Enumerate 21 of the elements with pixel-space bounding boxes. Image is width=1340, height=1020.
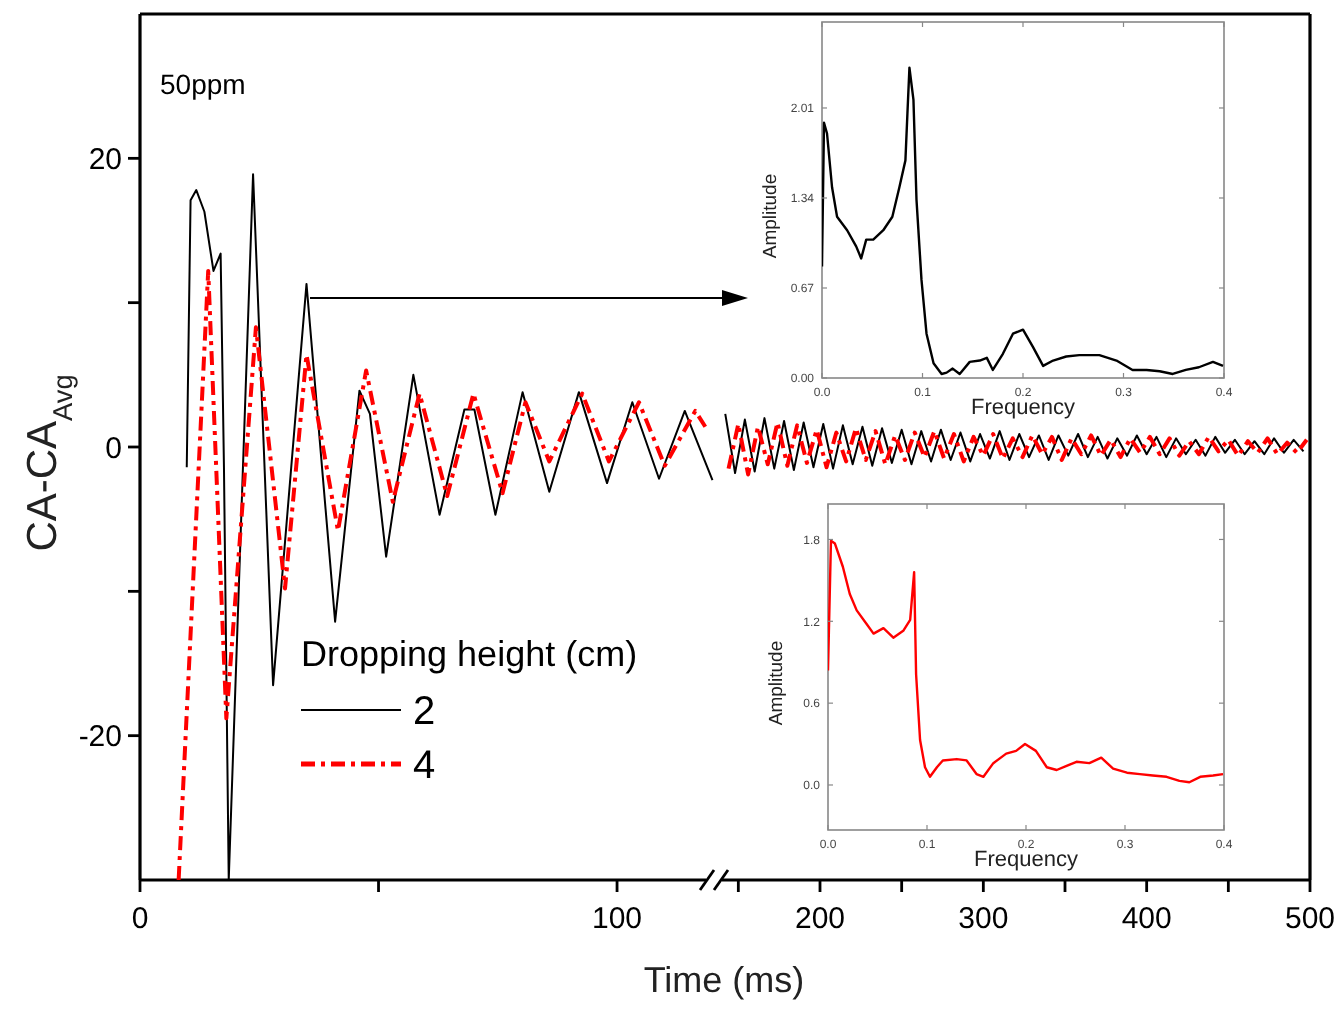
x-tick-label: 0 (131, 902, 149, 936)
x-axis-title: Frequency (974, 848, 1079, 872)
x-tick-label: 300 (958, 902, 1009, 936)
legend-label: 2 (413, 690, 436, 734)
y-tick-label: 20 (88, 142, 122, 177)
x-tick-label: 100 (592, 902, 643, 936)
y-axis-title: Amplitude (766, 640, 788, 726)
x-tick-label: 200 (794, 902, 846, 936)
x-axis-title: Time (ms) (643, 960, 805, 1000)
y-tick-label: -20 (78, 720, 122, 755)
x-axis-title: Frequency (971, 396, 1076, 420)
line-series (828, 539, 1224, 784)
legend-title: Dropping height (cm) (301, 634, 638, 674)
y-axis-title: Amplitude (760, 173, 782, 259)
annotation: 50ppm (160, 68, 246, 100)
x-tick-label: 500 (1284, 902, 1336, 936)
line-series (822, 66, 1224, 376)
line-series (176, 268, 708, 880)
legend-label: 4 (413, 744, 436, 788)
x-tick-label: 400 (1121, 902, 1172, 936)
y-tick-label: 0 (105, 431, 122, 466)
